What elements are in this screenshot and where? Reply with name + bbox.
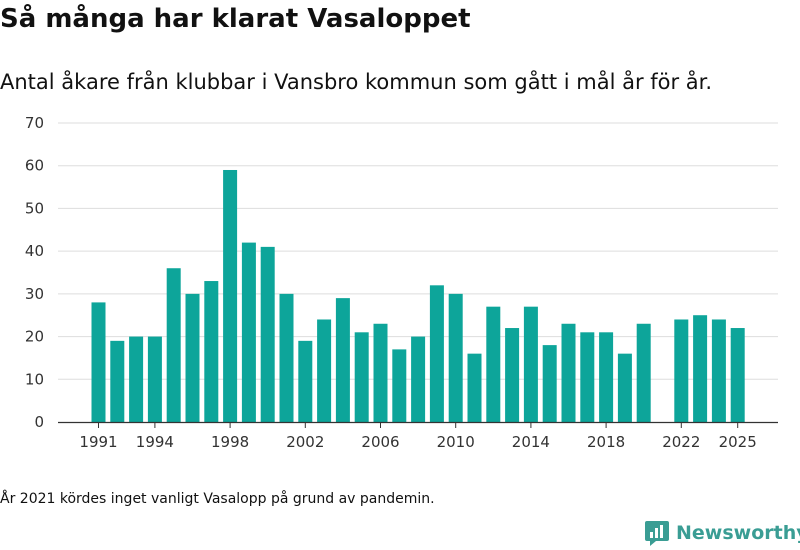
bar-2015: [542, 345, 557, 422]
bar-2024: [711, 319, 726, 422]
bar-2013: [505, 328, 520, 422]
bar-2017: [580, 332, 595, 422]
y-tick-label: 50: [25, 199, 44, 217]
bar-2010: [448, 293, 463, 422]
chart-title: Så många har klarat Vasaloppet: [0, 4, 471, 34]
x-tick-label: 2014: [512, 433, 550, 451]
x-tick-label: 2022: [662, 433, 700, 451]
bar-2003: [317, 319, 332, 422]
bar-2020: [636, 323, 651, 422]
bar-2001: [279, 293, 294, 422]
bar-2006: [373, 323, 388, 422]
bar-1992: [110, 340, 125, 422]
brand-logo: Newsworthy: [644, 517, 800, 549]
x-tick-label: 1998: [211, 433, 249, 451]
y-tick-label: 10: [25, 370, 44, 388]
y-tick-label: 40: [25, 242, 44, 260]
bar-1996: [185, 293, 200, 422]
bar-2004: [335, 298, 350, 422]
bar-2002: [298, 340, 313, 422]
y-tick-label: 0: [34, 413, 44, 431]
brand-name: Newsworthy: [676, 522, 800, 544]
bar-1991: [91, 302, 106, 422]
bars: [91, 169, 745, 422]
y-tick-label: 30: [25, 285, 44, 303]
bar-2005: [354, 332, 369, 422]
bar-2008: [411, 336, 426, 422]
bar-2011: [467, 353, 482, 422]
bar-2007: [392, 349, 407, 422]
bar-2014: [523, 306, 538, 422]
x-tick-label: 2025: [719, 433, 757, 451]
x-tick-label: 2002: [286, 433, 324, 451]
bar-1997: [204, 281, 219, 422]
bar-2023: [693, 315, 708, 422]
bar-2025: [730, 328, 745, 422]
footnote: År 2021 kördes inget vanligt Vasalopp på…: [0, 491, 435, 507]
bar-1998: [223, 169, 238, 422]
bar-1995: [166, 268, 181, 422]
bar-2000: [260, 246, 275, 422]
bar-2022: [674, 319, 689, 422]
bar-1993: [129, 336, 144, 422]
x-tick-label: 1991: [79, 433, 117, 451]
x-tick-label: 2006: [361, 433, 399, 451]
y-tick-label: 60: [25, 157, 44, 175]
bar-chart: 0 10 20 30 40 50 60 70 1991 1994 1998 2002 2006 2010 2…: [25, 114, 778, 451]
chart-subtitle: Antal åkare från klubbar i Vansbro kommu…: [0, 70, 713, 94]
bar-2012: [486, 306, 501, 422]
bar-2018: [599, 332, 614, 422]
y-tick-label: 70: [25, 114, 44, 132]
x-tick-label: 2018: [587, 433, 625, 451]
bar-1994: [147, 336, 162, 422]
bar-2016: [561, 323, 576, 422]
y-tick-label: 20: [25, 328, 44, 346]
bar-2009: [429, 285, 444, 422]
newsworthy-logo-icon: [645, 521, 669, 546]
axes: 0 10 20 30 40 50 60 70 1991 1994 1998 2002 2006 2010 2…: [25, 114, 778, 451]
x-tick-label: 2010: [437, 433, 475, 451]
bar-1999: [241, 242, 256, 422]
bar-2019: [617, 353, 632, 422]
x-tick-label: 1994: [136, 433, 174, 451]
